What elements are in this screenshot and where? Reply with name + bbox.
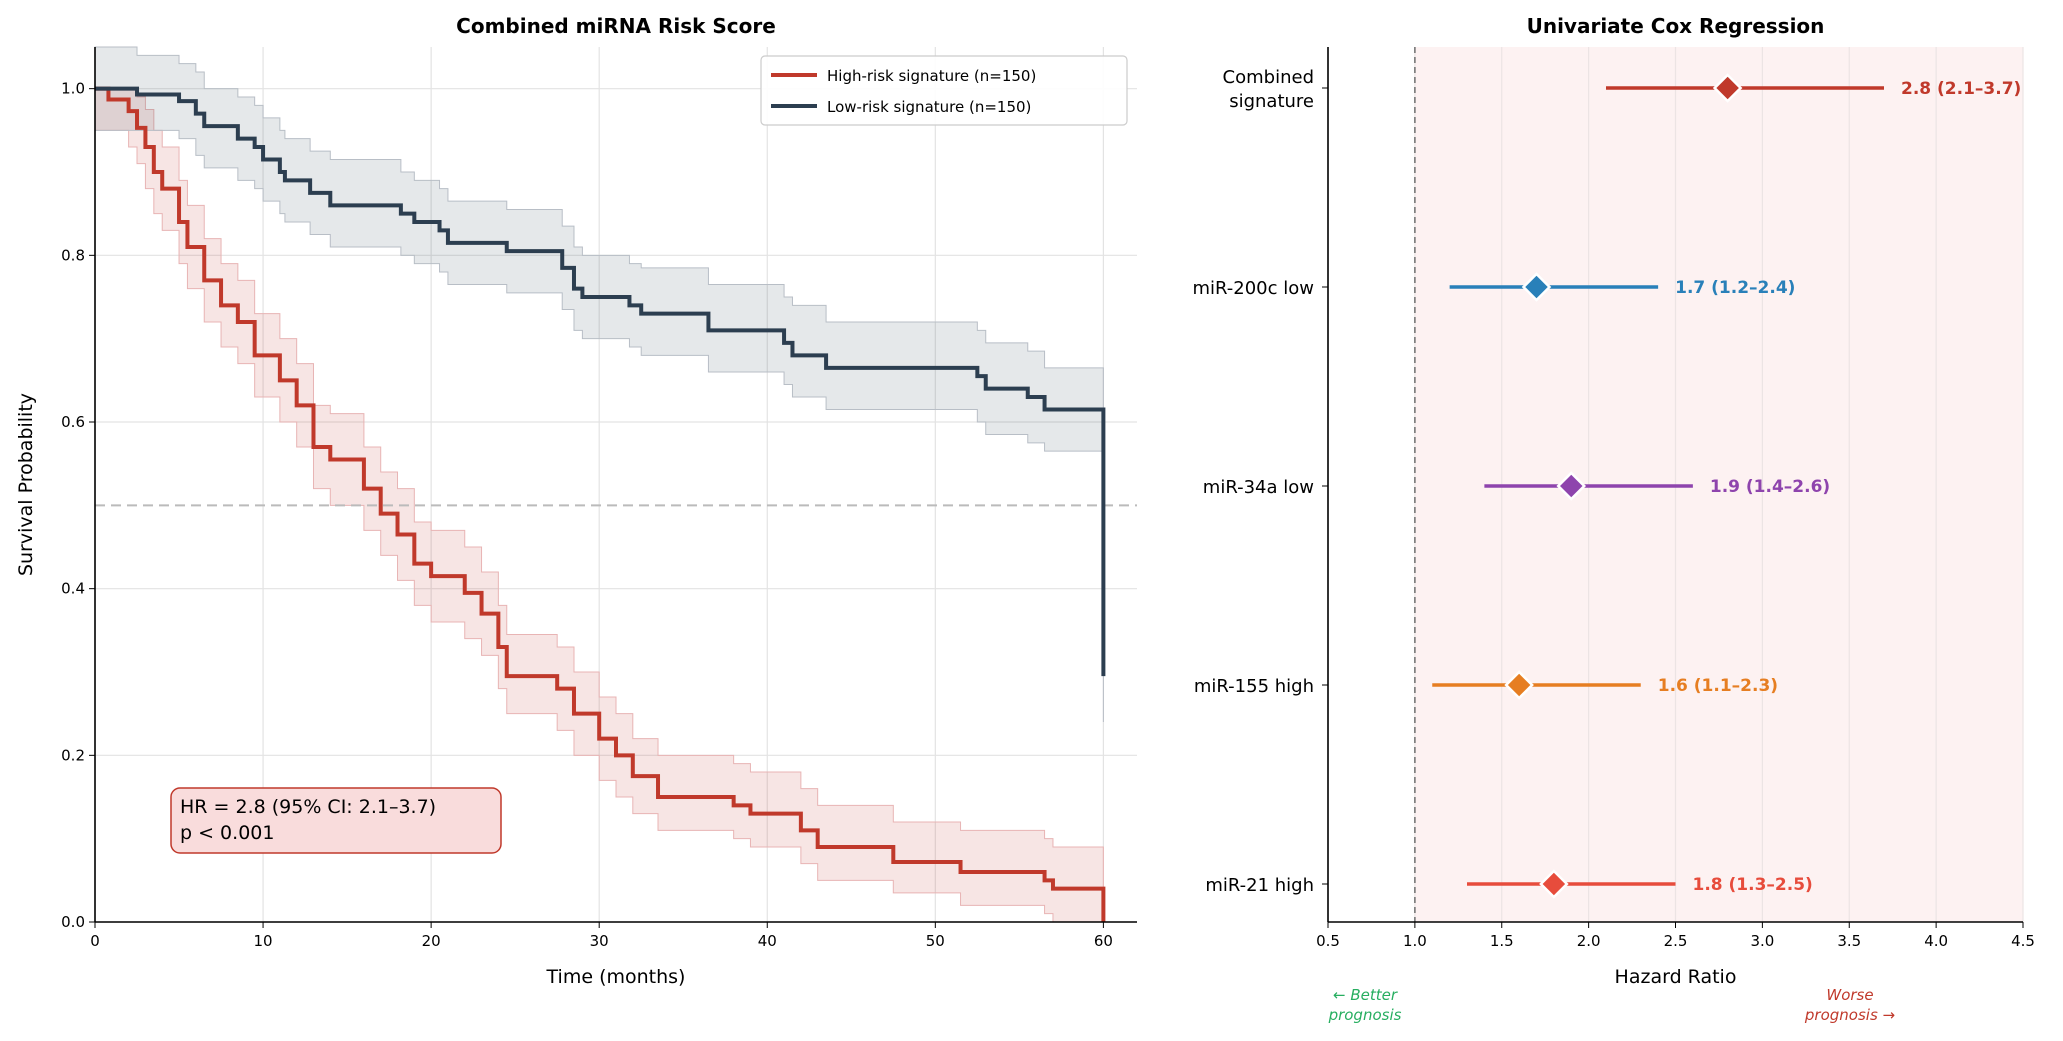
- x-tick-label: 1.5: [1490, 932, 1514, 950]
- survival-curve-high-risk: [95, 86, 1106, 922]
- hr-value-label: 1.7 (1.2–2.4): [1675, 278, 1795, 298]
- x-tick-label: 30: [590, 932, 609, 950]
- x-axis-label: Time (months): [546, 966, 686, 988]
- hr-value-label: 2.8 (2.1–3.7): [1901, 79, 2021, 99]
- x-tick-label: 0: [90, 932, 100, 950]
- y-tick-label: 1.0: [61, 80, 85, 98]
- legend-box: [760, 55, 1128, 126]
- y-tick-label: 0.4: [61, 580, 85, 598]
- row-label: signature: [1229, 91, 1314, 112]
- row-label: Combined: [1223, 67, 1314, 88]
- x-tick-label: 2.5: [1664, 932, 1688, 950]
- better-prognosis-label: prognosis: [1328, 1006, 1402, 1024]
- row-label: miR-155 high: [1194, 676, 1314, 697]
- x-tick-label: 40: [758, 932, 777, 950]
- annotation-text: HR = 2.8 (95% CI: 2.1–3.7): [180, 796, 436, 818]
- annotation-box: [170, 787, 502, 854]
- survival-curve-low-risk: [95, 86, 1106, 677]
- y-tick-label: 0.0: [61, 913, 85, 931]
- x-tick-label: 10: [254, 932, 273, 950]
- hazard-ratio-marker: [1539, 869, 1569, 899]
- forest-row: 1.7 (1.2–2.4) miR-200c low: [1192, 272, 1795, 302]
- chart-title: Univariate Cox Regression: [1527, 14, 1825, 38]
- y-axis-label: Survival Probability: [15, 393, 37, 576]
- chart-title: Combined miRNA Risk Score: [456, 14, 776, 38]
- x-axis-label: Hazard Ratio: [1615, 966, 1737, 988]
- x-tick-label: 3.5: [1837, 932, 1861, 950]
- x-tick-label: 1.0: [1403, 932, 1427, 950]
- hr-value-label: 1.9 (1.4–2.6): [1710, 477, 1830, 497]
- km-plot: 0 10 20 30 40 50 60 0.0 0.2 0.4 0.6 0.8 1.0 Combined …: [15, 14, 1137, 988]
- hr-value-label: 1.8 (1.3–2.5): [1693, 875, 1813, 895]
- forest-row: 2.8 (2.1–3.7) Combined signature: [1223, 67, 2022, 112]
- forest-row: 1.8 (1.3–2.5) miR-21 high: [1205, 869, 1813, 899]
- x-tick-label: 3.0: [1750, 932, 1774, 950]
- hazard-ratio-marker: [1521, 272, 1552, 302]
- x-tick-label: 20: [422, 932, 441, 950]
- annotation-text: p < 0.001: [180, 822, 274, 844]
- x-tick-label: 4.5: [2011, 932, 2035, 950]
- x-tick-label: 2.0: [1577, 932, 1601, 950]
- hazard-ratio-marker: [1712, 73, 1743, 103]
- hr-value-label: 1.6 (1.1–2.3): [1658, 676, 1778, 696]
- x-tick-label: 4.0: [1924, 932, 1948, 950]
- forest-row: 1.9 (1.4–2.6) miR-34a low: [1203, 471, 1830, 501]
- hazard-ratio-marker: [1556, 471, 1587, 501]
- hazard-ratio-marker: [1504, 670, 1534, 700]
- row-label: miR-200c low: [1192, 278, 1314, 299]
- legend-label: High-risk signature (n=150): [827, 67, 1036, 85]
- hr-annotation: HR = 2.8 (95% CI: 2.1–3.7) p < 0.001: [170, 787, 502, 854]
- row-label: miR-21 high: [1205, 875, 1314, 896]
- legend-label: Low-risk signature (n=150): [827, 98, 1031, 116]
- ci-band-low-risk: [94, 46, 1104, 722]
- y-tick-label: 0.6: [61, 413, 85, 431]
- row-label: miR-34a low: [1203, 477, 1314, 498]
- forest-plot: 2.8 (2.1–3.7) Combined signature 1.7 (1.2–2…: [1192, 14, 2034, 1024]
- x-tick-label: 60: [1094, 932, 1113, 950]
- forest-row: 1.6 (1.1–2.3) miR-155 high: [1194, 670, 1778, 700]
- x-tick-label: 50: [926, 932, 945, 950]
- x-tick-label: 0.5: [1316, 932, 1340, 950]
- worse-prognosis-label: Worse: [1826, 986, 1873, 1004]
- y-tick-label: 0.2: [61, 746, 85, 764]
- worse-prognosis-label: prognosis →: [1804, 1006, 1895, 1024]
- better-prognosis-label: ← Better: [1333, 986, 1398, 1004]
- legend: High-risk signature (n=150) Low-risk sign…: [760, 55, 1128, 126]
- y-tick-label: 0.8: [61, 246, 85, 264]
